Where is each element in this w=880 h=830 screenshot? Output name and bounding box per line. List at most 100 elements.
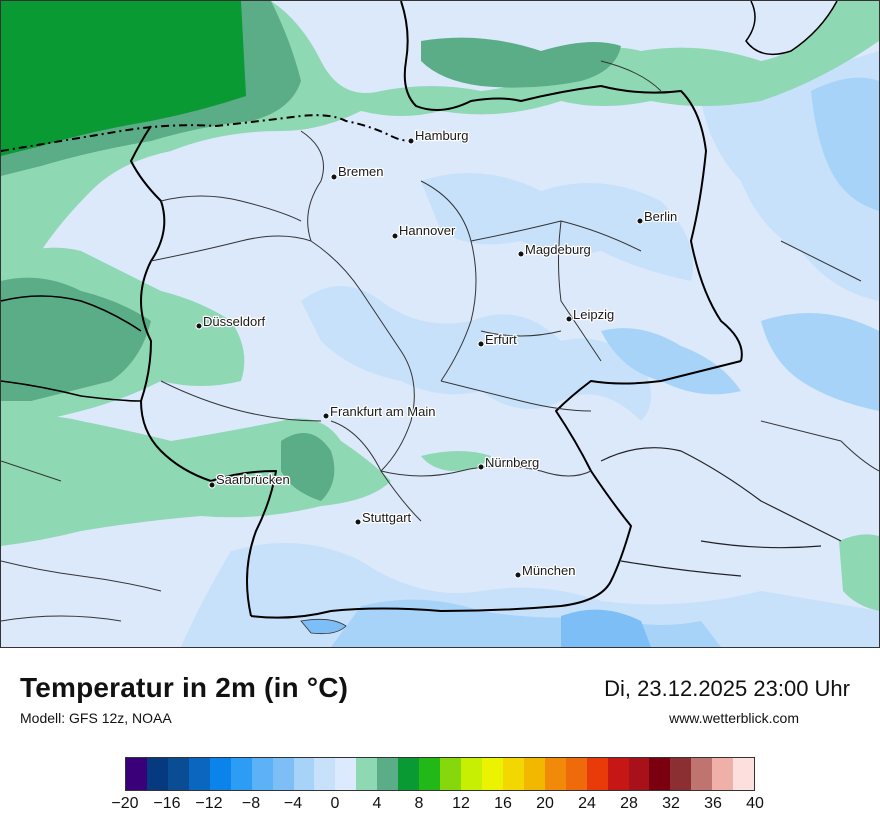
temperature-map: Hamburg Bremen Berlin Hannover Magdeburg… (0, 0, 880, 648)
legend-tick-label: 0 (330, 795, 340, 812)
city-label: Hannover (399, 223, 456, 238)
legend-tick-label: 4 (372, 795, 382, 812)
website-link[interactable]: www.wetterblick.com (669, 710, 799, 726)
legend-swatch (398, 758, 420, 790)
legend-tick-label: 32 (662, 795, 680, 812)
temp-field-cold-3 (761, 313, 879, 411)
temp-field-cool-1 (301, 286, 651, 421)
city-label: Magdeburg (525, 242, 591, 257)
state-border-3 (420, 180, 477, 382)
city-muenchen[interactable]: München (514, 562, 577, 579)
legend-swatch (649, 758, 671, 790)
map-borders (1, 1, 842, 619)
temp-field-northsea-warmest (1, 1, 246, 156)
city-dot (354, 518, 362, 526)
legend-swatch (502, 758, 524, 790)
legend-swatch (314, 758, 336, 790)
border-benelux (1, 295, 142, 402)
city-hannover[interactable]: Hannover (391, 222, 457, 240)
legend-tick-label: 36 (704, 795, 722, 812)
legend-swatch (544, 758, 566, 790)
city-leipzig[interactable]: Leipzig (565, 306, 615, 323)
city-berlin[interactable]: Berlin (636, 208, 679, 225)
city-dot (477, 340, 485, 348)
city-dot (477, 463, 485, 471)
map-title: Temperatur in 2m (in °C) (20, 672, 349, 703)
legend-swatch (628, 758, 650, 790)
legend-tick-label: 40 (746, 795, 764, 812)
state-border-2 (150, 235, 312, 262)
color-legend (125, 757, 755, 791)
legend-swatch (251, 758, 273, 790)
legend-tick-label: 28 (620, 795, 638, 812)
city-label: München (522, 563, 575, 578)
city-dot (514, 571, 522, 579)
state-border-4 (470, 220, 642, 362)
temp-field-saar-warm (281, 433, 335, 501)
legend-swatch (146, 758, 168, 790)
city-erfurt[interactable]: Erfurt (477, 331, 518, 348)
legend-swatch (481, 758, 503, 790)
coast-north-sea (1, 114, 412, 152)
legend-swatch (461, 758, 482, 790)
state-border-8 (160, 60, 662, 222)
legend-swatch (126, 758, 147, 790)
city-label: Düsseldorf (203, 314, 266, 329)
city-nuernberg[interactable]: Nürnberg (477, 454, 540, 471)
legend-tick-label: −20 (111, 795, 139, 812)
legend-swatch (293, 758, 315, 790)
city-hamburg[interactable]: Hamburg (407, 127, 470, 145)
legend-swatch (691, 758, 713, 790)
city-dot (636, 217, 644, 225)
temp-field-southeast (839, 534, 879, 611)
city-bremen[interactable]: Bremen (330, 163, 385, 181)
city-dot (565, 315, 573, 323)
city-frankfurt[interactable]: Frankfurt am Main (322, 403, 437, 420)
city-magdeburg[interactable]: Magdeburg (517, 241, 592, 258)
forecast-datetime: Di, 23.12.2025 23:00 Uhr (604, 676, 850, 701)
legend-tick-label: −4 (283, 795, 303, 812)
city-duesseldorf[interactable]: Düsseldorf (195, 313, 267, 330)
city-dot (517, 250, 525, 258)
legend-tick-label: 20 (536, 795, 554, 812)
legend-swatch (607, 758, 629, 790)
legend-swatch (712, 758, 734, 790)
legend-tick-label: −8 (241, 795, 261, 812)
map-canvas: Hamburg Bremen Berlin Hannover Magdeburg… (1, 1, 879, 647)
legend-swatch (565, 758, 587, 790)
legend-swatch (440, 758, 461, 790)
temp-field-nuernberg (421, 451, 491, 471)
city-label: Bremen (338, 164, 384, 179)
legend-swatch (377, 758, 399, 790)
border-southeast (250, 360, 742, 619)
city-dot (208, 481, 216, 489)
legend-tick-label: 8 (414, 795, 424, 812)
legend-swatch (209, 758, 231, 790)
legend-swatch (188, 758, 210, 790)
legend-swatch (670, 758, 692, 790)
temp-field-colder-alps (561, 609, 651, 647)
border-poland-czech (760, 240, 879, 472)
city-saarbruecken[interactable]: Saarbrücken (208, 471, 291, 489)
temp-field-baltic-warm (421, 37, 621, 88)
coast-baltic (745, 1, 838, 56)
city-label: Frankfurt am Main (330, 404, 435, 419)
city-stuttgart[interactable]: Stuttgart (354, 509, 413, 526)
city-label: Stuttgart (362, 510, 412, 525)
legend-swatch (586, 758, 608, 790)
lake-constance (300, 618, 347, 635)
legend-swatch (167, 758, 189, 790)
state-border-7 (380, 465, 592, 477)
state-border-1 (300, 130, 415, 472)
temp-field-cold-1 (811, 77, 879, 212)
city-label: Hamburg (415, 128, 468, 143)
border-austria-czech (600, 447, 842, 577)
temp-field-cool-2 (421, 173, 693, 281)
legend-colorbar (125, 757, 755, 791)
legend-tick-label: 24 (578, 795, 596, 812)
legend-tick-label: −16 (153, 795, 181, 812)
city-dot (195, 322, 203, 330)
city-label: Berlin (644, 209, 677, 224)
city-label: Saarbrücken (216, 472, 290, 487)
legend-swatch (230, 758, 252, 790)
